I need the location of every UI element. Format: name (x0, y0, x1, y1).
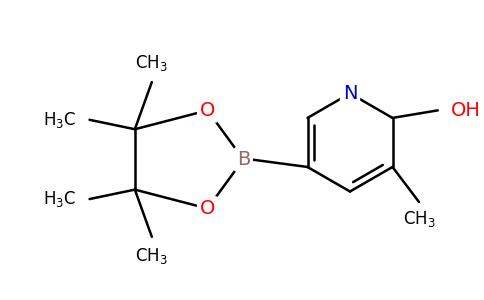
Text: H$_3$C: H$_3$C (43, 189, 76, 209)
Text: CH$_3$: CH$_3$ (136, 52, 168, 73)
Text: B: B (237, 150, 250, 169)
Text: N: N (343, 84, 357, 103)
Text: OH: OH (451, 101, 481, 120)
Text: CH$_3$: CH$_3$ (403, 208, 435, 229)
Text: H$_3$C: H$_3$C (43, 110, 76, 130)
Text: O: O (200, 101, 215, 120)
Text: O: O (200, 199, 215, 218)
Text: CH$_3$: CH$_3$ (136, 246, 168, 266)
